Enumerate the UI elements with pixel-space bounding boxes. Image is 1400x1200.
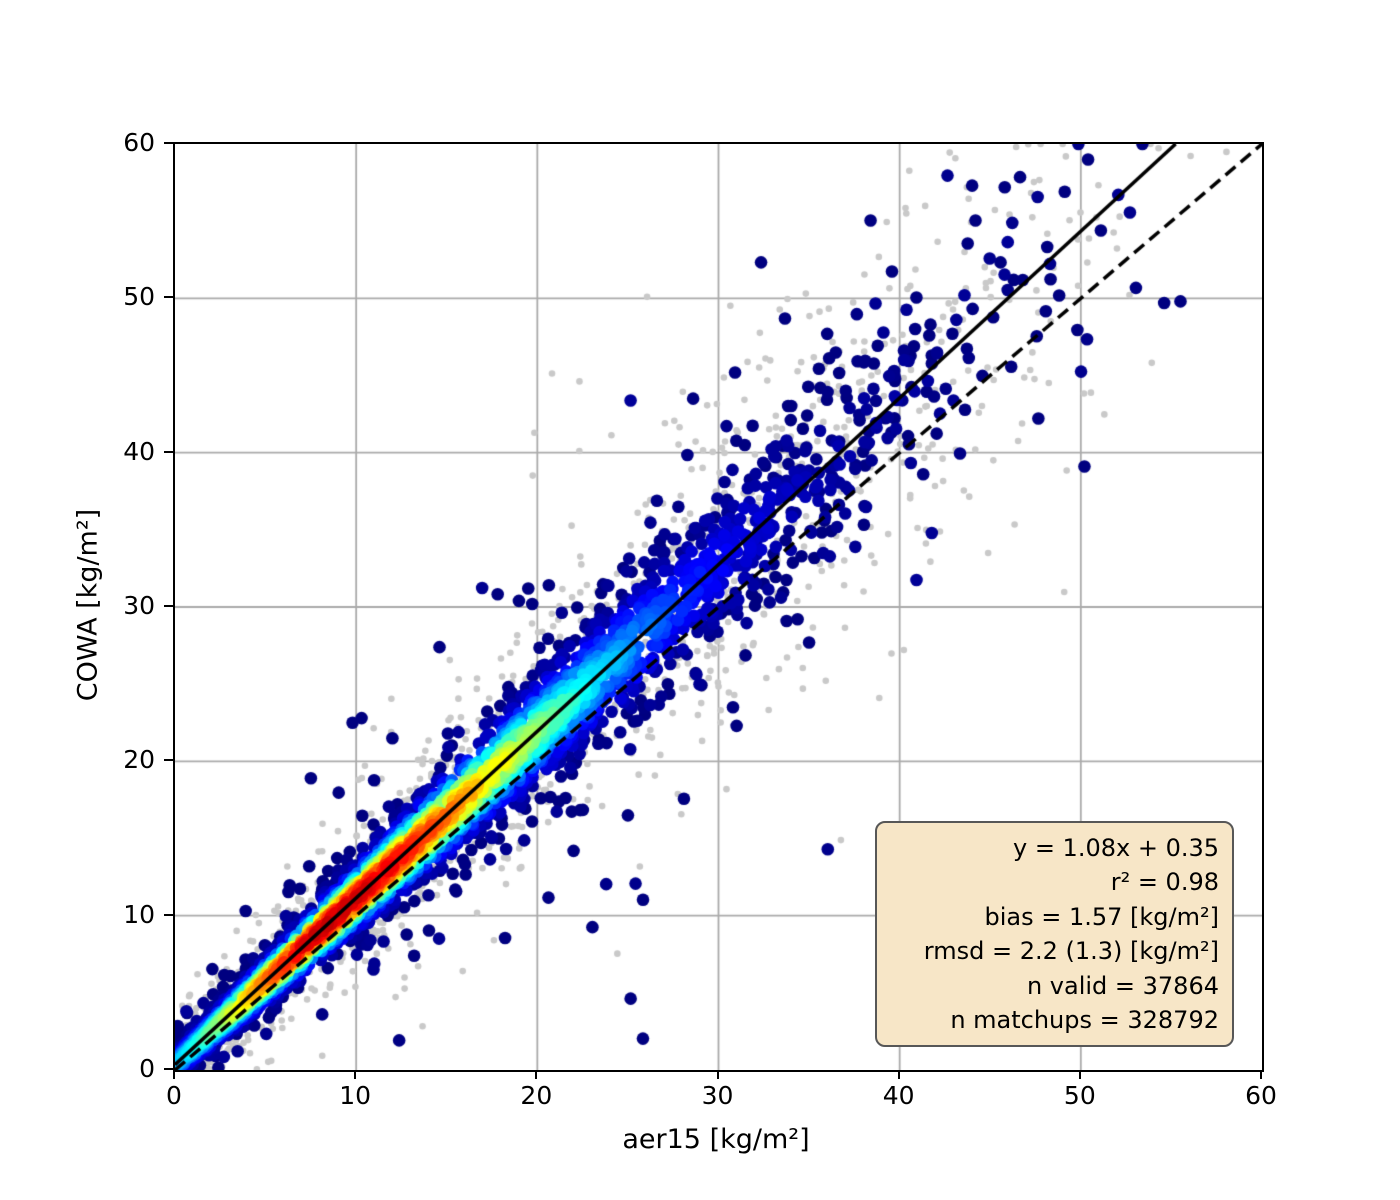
stats-line: r² = 0.98 [1110, 868, 1219, 897]
x-tick-label: 20 [520, 1081, 553, 1110]
y-tick-mark [164, 142, 173, 144]
x-tick-mark [897, 1070, 900, 1079]
x-tick-mark [535, 1070, 538, 1079]
x-tick-mark [354, 1070, 357, 1079]
x-tick-label: 40 [882, 1081, 915, 1110]
stats-line: n matchups = 328792 [950, 1005, 1219, 1034]
stats-line: bias = 1.57 [kg/m²] [984, 902, 1220, 931]
x-tick-mark [1078, 1070, 1081, 1079]
stats-box: y = 1.08x + 0.35 r² = 0.98 bias = 1.57 [kg… [875, 821, 1234, 1047]
y-tick-mark [164, 759, 173, 762]
y-tick-mark [164, 913, 173, 916]
stats-line: n valid = 37864 [1026, 971, 1219, 1000]
x-tick-label: 50 [1063, 1081, 1096, 1110]
y-tick-label: 30 [123, 591, 155, 620]
x-tick-mark [173, 1070, 175, 1079]
y-tick-mark [164, 450, 173, 453]
plot-area [173, 142, 1264, 1072]
y-tick-label: 60 [123, 128, 155, 157]
y-tick-label: 50 [123, 282, 155, 312]
x-tick-label: 60 [1245, 1081, 1277, 1110]
y-tick-label: 0 [139, 1054, 155, 1083]
y-tick-label: 40 [123, 436, 155, 466]
y-tick-mark [164, 1068, 173, 1070]
x-tick-mark [716, 1070, 719, 1079]
y-tick-mark [164, 296, 173, 299]
x-tick-label: 30 [701, 1081, 734, 1110]
y-axis-label: COWA [kg/m²] [72, 508, 104, 702]
y-tick-label: 20 [123, 745, 155, 775]
x-tick-mark [1260, 1070, 1262, 1079]
x-tick-label: 0 [166, 1081, 182, 1110]
stats-line: y = 1.08x + 0.35 [1012, 834, 1219, 862]
y-tick-mark [164, 605, 173, 607]
y-tick-label: 10 [123, 899, 155, 929]
stats-line: rmsd = 2.2 (1.3) [kg/m²] [923, 937, 1219, 966]
x-axis-label: aer15 [kg/m²] [622, 1124, 810, 1155]
x-tick-label: 10 [339, 1081, 372, 1110]
